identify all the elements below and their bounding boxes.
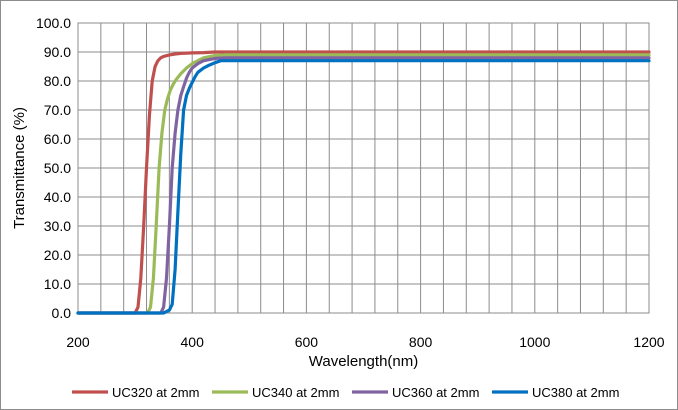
y-tick-labels: 0.0 10.0 20.0 30.0 40.0 50.0 60.0 70.0 80.0 90.0 1… (36, 15, 71, 321)
x-tick-label: 400 (181, 334, 205, 350)
y-tick-label: 100.0 (36, 15, 71, 31)
legend-label: UC360 at 2mm (392, 385, 479, 400)
y-tick-label: 60.0 (44, 131, 71, 147)
series-lines (76, 50, 651, 315)
y-tick-label: 70.0 (44, 102, 71, 118)
legend-label: UC340 at 2mm (252, 385, 339, 400)
x-axis-title: Wavelength(nm) (309, 353, 418, 370)
grid (77, 22, 650, 314)
series-line-uc380 (76, 59, 651, 315)
x-tick-labels: 200 400 600 800 1000 1200 (66, 334, 664, 350)
y-tick-label: 80.0 (44, 73, 71, 89)
series-line-uc340 (76, 53, 651, 315)
y-tick-label: 50.0 (44, 160, 71, 176)
plot-border (77, 22, 650, 314)
x-tick-label: 800 (409, 334, 433, 350)
series-line-uc360 (76, 56, 651, 315)
y-axis-title: Transmittance (%) (11, 107, 28, 229)
legend-label: UC380 at 2mm (532, 385, 619, 400)
x-tick-label: 200 (66, 334, 90, 350)
x-tick-label: 1200 (633, 334, 664, 350)
y-tick-label: 40.0 (44, 189, 71, 205)
y-tick-label: 0.0 (52, 305, 72, 321)
y-tick-label: 20.0 (44, 247, 71, 263)
y-tick-label: 10.0 (44, 276, 71, 292)
x-tick-label: 600 (295, 334, 319, 350)
y-tick-label: 90.0 (44, 44, 71, 60)
x-tick-label: 1000 (519, 334, 550, 350)
series-line-uc320 (76, 50, 651, 315)
y-tick-label: 30.0 (44, 218, 71, 234)
legend-label: UC320 at 2mm (112, 385, 199, 400)
legend: UC320 at 2mm UC340 at 2mm UC360 at 2mm UC38… (72, 385, 619, 400)
